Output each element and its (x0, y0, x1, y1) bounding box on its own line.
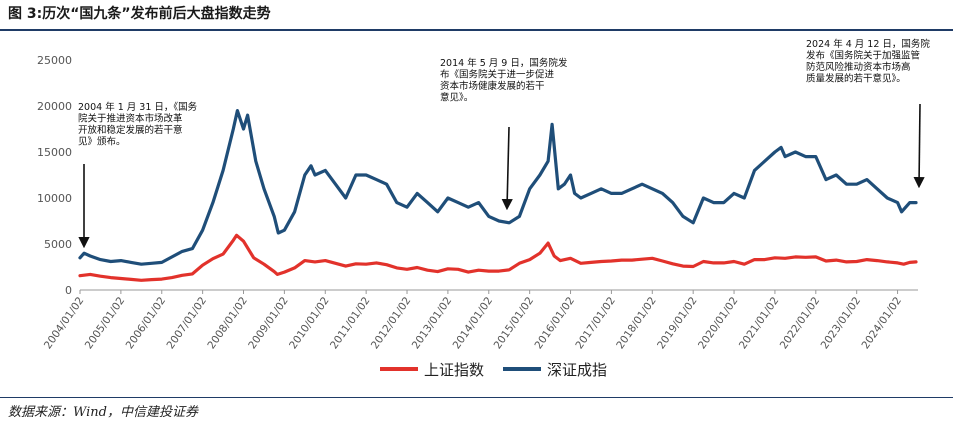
legend-label: 上证指数 (424, 361, 484, 379)
series-group (78, 109, 918, 282)
y-tick-label: 20000 (37, 100, 72, 113)
legend-label: 深证成指 (547, 361, 607, 379)
annotation-line: 院关于推进资本市场改革 (78, 113, 183, 125)
series-line-shenzhen (78, 109, 918, 266)
annotations: 2004 年 1 月 31 日，《国务院关于推进资本市场改革开放和稳定发展的若干… (78, 38, 930, 249)
x-tick-label: 2013/01/02 (410, 295, 455, 351)
x-tick-label: 2010/01/02 (287, 295, 332, 351)
x-tick-label: 2023/01/02 (819, 295, 864, 351)
annotation-line: 防范风险推动资本市场高 (806, 61, 911, 73)
annotation-line: 2024 年 4 月 12 日，国务院 (806, 38, 930, 50)
annotation-text: 2014 年 5 月 9 日，国务院发布《国务院关于进一步促进资本市场健康发展的… (440, 57, 568, 104)
annotation-line: 开放和稳定发展的若干意 (78, 124, 183, 136)
title-divider (0, 29, 953, 31)
y-tick-label: 15000 (37, 146, 72, 159)
series-line-shanghai (78, 233, 918, 282)
y-tick-label: 0 (65, 284, 72, 297)
y-tick-label: 25000 (37, 54, 72, 67)
annotation-line: 2004 年 1 月 31 日，《国务 (78, 101, 198, 113)
annotation-line: 发布《国务院关于加强监管 (806, 50, 920, 62)
annotation-line: 意见》。 (440, 92, 473, 104)
annotation-line: 2014 年 5 月 9 日，国务院发 (440, 57, 568, 69)
x-tick-label: 2021/01/02 (737, 295, 782, 351)
x-tick-label: 2005/01/02 (83, 295, 128, 351)
x-tick-label: 2017/01/02 (573, 295, 618, 351)
x-tick-label: 2016/01/02 (532, 295, 577, 351)
annotation-line: 质量发展的若干意见》。 (806, 73, 906, 85)
x-tick-label: 2022/01/02 (778, 295, 823, 351)
chart-title: 图 3:历次“国九条”发布前后大盘指数走势 (8, 6, 271, 22)
x-axis: 2004/01/022005/01/022006/01/022007/01/02… (42, 289, 918, 351)
x-tick-label: 2020/01/02 (696, 295, 741, 351)
annotation-line: 资本市场健康发展的若干 (440, 80, 545, 92)
x-tick-label: 2006/01/02 (124, 295, 169, 351)
x-tick-label: 2019/01/02 (655, 295, 700, 351)
data-source: 数据来源：Wind，中信建投证券 (8, 405, 198, 420)
x-tick-label: 2009/01/02 (246, 295, 291, 351)
x-tick-label: 2018/01/02 (614, 295, 659, 351)
x-tick-label: 2024/01/02 (859, 295, 904, 351)
x-tick-label: 2012/01/02 (369, 295, 414, 351)
y-tick-label: 10000 (37, 192, 72, 205)
annotation-arrow (913, 103, 925, 189)
annotation-arrow (501, 126, 513, 211)
x-tick-label: 2015/01/02 (492, 295, 537, 351)
annotation-line: 布《国务院关于进一步促进 (440, 69, 555, 81)
source-divider (0, 397, 953, 398)
legend: 上证指数 深证成指 (380, 361, 607, 379)
x-tick-label: 2011/01/02 (328, 295, 373, 351)
x-tick-label: 2004/01/02 (42, 295, 87, 351)
y-tick-label: 5000 (44, 238, 72, 251)
annotation-text: 2004 年 1 月 31 日，《国务院关于推进资本市场改革开放和稳定发展的若干… (78, 101, 198, 148)
line-chart: 0 5000 10000 15000 20000 25000 2004/01/022005… (37, 38, 930, 379)
x-tick-label: 2007/01/02 (165, 295, 210, 351)
y-axis: 0 5000 10000 15000 20000 25000 (37, 54, 72, 297)
x-tick-label: 2014/01/02 (451, 295, 496, 351)
annotation-text: 2024 年 4 月 12 日，国务院发布《国务院关于加强监管防范风险推动资本市… (806, 38, 930, 85)
annotation-line: 见》颁布。 (78, 136, 126, 148)
x-tick-label: 2008/01/02 (205, 295, 250, 351)
